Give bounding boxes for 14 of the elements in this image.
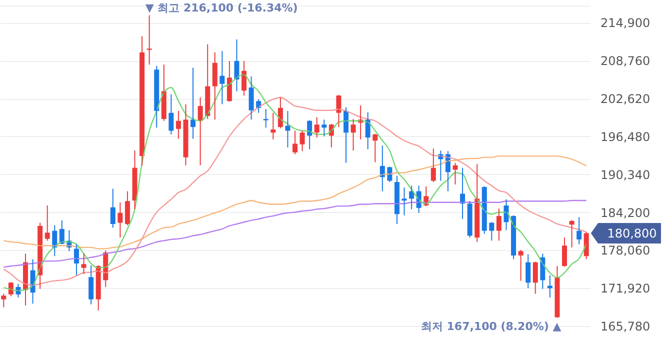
- y-tick-label: 208,760: [600, 54, 650, 68]
- y-tick-label: 165,780: [600, 320, 650, 334]
- y-tick-label: 178,060: [600, 244, 650, 258]
- annotation: ▼ 최고 216,100 (-16.34%): [145, 1, 298, 14]
- text: 180,800: [607, 226, 657, 240]
- y-tick-label: 184,200: [600, 206, 650, 220]
- y-tick-label: 202,620: [600, 92, 650, 106]
- y-tick-label: 190,340: [600, 168, 650, 182]
- y-tick-label: 196,480: [600, 130, 650, 144]
- candlestick: [146, 14, 152, 66]
- line-series: [3, 155, 587, 250]
- annotation: 최저 167,100 (8.20%) ▲: [420, 320, 562, 333]
- y-tick-label: 214,900: [600, 16, 650, 30]
- y-tick-label: 171,920: [600, 282, 650, 296]
